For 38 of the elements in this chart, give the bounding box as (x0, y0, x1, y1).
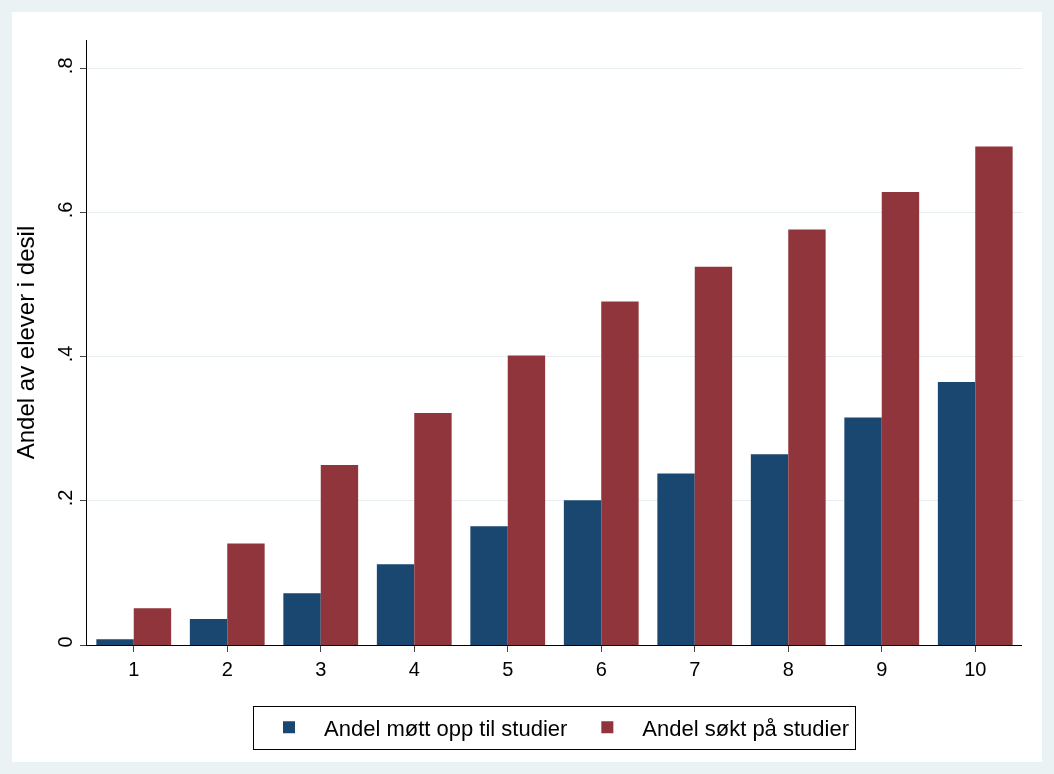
legend-label: Andel møtt opp til studier (324, 715, 568, 741)
y-tick-label: .8 (54, 57, 76, 75)
x-tick-label: 8 (782, 658, 794, 680)
bar (937, 382, 976, 645)
legend-label: Andel søkt på studier (642, 715, 850, 741)
y-tick-label: .2 (54, 489, 76, 507)
bar (788, 229, 826, 645)
x-tick-label: 3 (315, 658, 327, 680)
y-axis-title: Andel av elever i desil (12, 225, 39, 460)
bar (975, 146, 1013, 645)
x-tick-label: 4 (408, 658, 420, 680)
bar (320, 464, 359, 645)
bar (844, 417, 882, 645)
y-tick-label: 0 (54, 636, 76, 648)
x-tick-label: 10 (964, 658, 987, 680)
bar (133, 608, 172, 645)
bar (750, 454, 789, 645)
bar (694, 266, 733, 645)
bar (563, 500, 602, 645)
bar (507, 355, 546, 645)
bar (96, 639, 134, 645)
x-tick-label: 9 (876, 658, 888, 680)
bar (376, 564, 415, 645)
bar (414, 413, 452, 645)
y-tick-label: .4 (54, 345, 76, 363)
bar (283, 593, 321, 645)
x-tick-label: 2 (221, 658, 233, 680)
bar (601, 301, 639, 645)
bar (470, 526, 508, 645)
x-tick-label: 7 (689, 658, 701, 680)
bar (657, 473, 695, 645)
x-tick-label: 6 (595, 658, 607, 680)
x-tick-label: 1 (128, 658, 140, 680)
bar (189, 619, 228, 645)
bar (881, 191, 920, 645)
x-tick-label: 5 (502, 658, 514, 680)
y-tick-label: .6 (54, 201, 76, 219)
bar (227, 543, 265, 645)
